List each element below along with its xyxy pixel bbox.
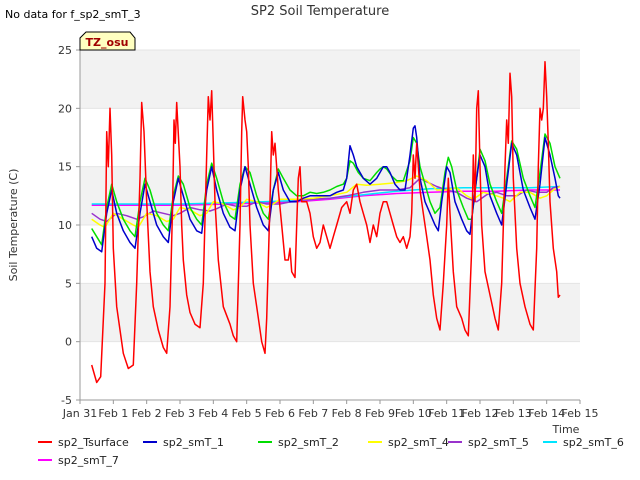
plot-band [80, 50, 580, 109]
legend-item-sp2-smT-5: sp2_smT_5 [448, 436, 529, 450]
y-tick-label: 25 [58, 44, 72, 57]
legend-swatch [38, 459, 52, 461]
legend-label: sp2_Tsurface [58, 436, 129, 449]
no-data-note: No data for f_sp2_smT_3 [5, 8, 141, 21]
x-tick-label: Feb 1 [98, 407, 128, 420]
series-line-sp2-Tsurface [90, 60, 561, 384]
legend-label: sp2_smT_2 [278, 436, 339, 449]
series-line-sp2-smT-7 [91, 189, 560, 206]
y-tick-label: -5 [61, 394, 72, 407]
x-axis: Jan 31 Feb 1 Feb 2 Feb 3 Feb 4 Feb 5 Feb 6 Feb … [62, 399, 599, 420]
x-tick-label: Feb 9 [365, 407, 395, 420]
x-tick-label: Feb 5 [232, 407, 262, 420]
series-line-sp2-smT-1 [91, 125, 561, 253]
y-tick-label: 10 [58, 219, 72, 232]
x-tick-label: Feb 6 [265, 407, 295, 420]
x-tick-label: Feb 11 [428, 407, 465, 420]
legend-item-sp2-smT-2: sp2_smT_2 [258, 436, 339, 450]
x-tick-label: Feb 4 [198, 407, 228, 420]
legend-item-sp2-smT-7: sp2_smT_7 [38, 454, 119, 468]
legend-label: sp2_smT_1 [163, 436, 224, 449]
x-tick-label: Feb 13 [495, 407, 532, 420]
y-tick-label: 5 [65, 277, 72, 290]
x-tick-label: Feb 15 [562, 407, 599, 420]
tz-badge-label: TZ_osu [86, 36, 129, 49]
legend-label: sp2_smT_5 [468, 436, 529, 449]
legend-item-sp2-smT-6: sp2_smT_6 [543, 436, 624, 450]
y-axis: -5 0 5 10 15 20 25 [58, 44, 81, 407]
series-layer [90, 60, 561, 384]
legend-item-sp2-smT-1: sp2_smT_1 [143, 436, 224, 450]
legend-swatch [143, 441, 157, 443]
y-tick-label: 15 [58, 161, 72, 174]
legend-swatch [543, 441, 557, 443]
x-tick-label: Feb 8 [332, 407, 362, 420]
legend-label: sp2_smT_4 [388, 436, 449, 449]
x-tick-label: Feb 7 [298, 407, 328, 420]
x-tick-label: Feb 10 [395, 407, 432, 420]
legend: sp2_Tsurface sp2_smT_1 sp2_smT_2 sp2_smT_4 s… [38, 436, 638, 472]
x-tick-label: Jan 31 [62, 407, 97, 420]
chart-title: SP2 Soil Temperature [251, 4, 389, 19]
x-tick-label: Feb 14 [528, 407, 565, 420]
y-tick-label: 0 [65, 336, 72, 349]
legend-label: sp2_smT_6 [563, 436, 624, 449]
tz-badge: TZ_osu [79, 31, 136, 51]
legend-label: sp2_smT_7 [58, 454, 119, 467]
legend-swatch [38, 441, 52, 443]
legend-item-sp2-Tsurface: sp2_Tsurface [38, 436, 129, 450]
legend-swatch [258, 441, 272, 443]
x-tick-label: Feb 2 [132, 407, 162, 420]
plot-band [80, 283, 580, 342]
y-tick-label: 20 [58, 102, 72, 115]
legend-swatch [448, 441, 462, 443]
y-axis-label: Soil Temperature (C) [7, 169, 20, 282]
x-axis-label: Time [552, 423, 580, 436]
legend-item-sp2-smT-4: sp2_smT_4 [368, 436, 449, 450]
legend-swatch [368, 441, 382, 443]
x-tick-label: Feb 12 [462, 407, 499, 420]
x-tick-label: Feb 3 [165, 407, 195, 420]
tz-badge-box [79, 31, 136, 51]
